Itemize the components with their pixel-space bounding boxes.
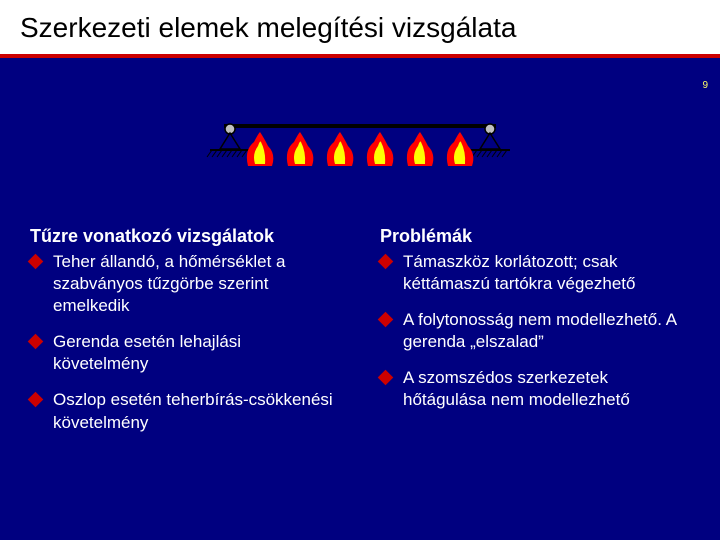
right-bullet-list: Támaszköz korlátozott; csak kéttámaszú t…: [380, 251, 690, 412]
bullet-text: Oszlop esetén teherbírás-csökkenési köve…: [53, 389, 340, 433]
bullet-item: Gerenda esetén lehajlási követelmény: [30, 331, 340, 375]
bullet-item: A folytonosság nem modellezhető. A geren…: [380, 309, 690, 353]
bullet-text: Gerenda esetén lehajlási követelmény: [53, 331, 340, 375]
bullet-item: Támaszköz korlátozott; csak kéttámaszú t…: [380, 251, 690, 295]
content-columns: Tűzre vonatkozó vizsgálatok Teher álland…: [0, 226, 720, 448]
bullet-item: A szomszédos szerkezetek hőtágulása nem …: [380, 367, 690, 411]
diamond-icon: [28, 334, 44, 350]
diamond-icon: [378, 312, 394, 328]
slide-title: Szerkezeti elemek melegítési vizsgálata: [20, 12, 700, 44]
bullet-text: A folytonosság nem modellezhető. A geren…: [403, 309, 690, 353]
slide-header: Szerkezeti elemek melegítési vizsgálata: [0, 0, 720, 54]
left-bullet-list: Teher állandó, a hőmérséklet a szabványo…: [30, 251, 340, 434]
right-column: Problémák Támaszköz korlátozott; csak ké…: [380, 226, 690, 448]
left-heading: Tűzre vonatkozó vizsgálatok: [30, 226, 340, 247]
bullet-item: Oszlop esetén teherbírás-csökkenési köve…: [30, 389, 340, 433]
diamond-icon: [378, 254, 394, 270]
bullet-text: Teher állandó, a hőmérséklet a szabványo…: [53, 251, 340, 317]
beam-diagram: [0, 92, 720, 192]
title-underline: [0, 54, 720, 58]
right-heading: Problémák: [380, 226, 690, 247]
bullet-text: Támaszköz korlátozott; csak kéttámaszú t…: [403, 251, 690, 295]
diamond-icon: [28, 254, 44, 270]
bullet-item: Teher állandó, a hőmérséklet a szabványo…: [30, 251, 340, 317]
diamond-icon: [28, 392, 44, 408]
bullet-text: A szomszédos szerkezetek hőtágulása nem …: [403, 367, 690, 411]
left-column: Tűzre vonatkozó vizsgálatok Teher álland…: [30, 226, 340, 448]
beam-fire-svg: [200, 92, 520, 192]
diamond-icon: [378, 370, 394, 386]
page-number: 9: [702, 80, 708, 91]
